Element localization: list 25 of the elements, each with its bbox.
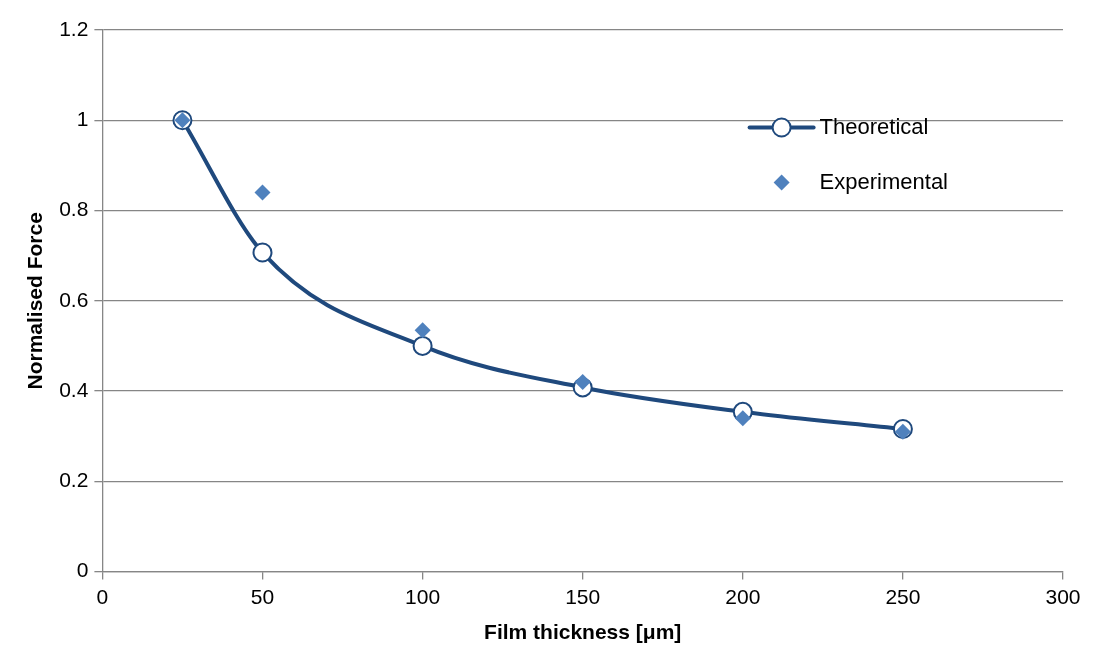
y-tick-label: 0 [76, 558, 89, 582]
x-axis-title: Film thickness [μm] [484, 620, 682, 644]
y-tick-label: 0.4 [59, 377, 89, 401]
y-tick-label: 1 [76, 107, 89, 131]
legend-label: Experimental [819, 168, 948, 194]
x-tick-label: 150 [565, 585, 601, 608]
legend-label: Theoretical [819, 113, 929, 139]
y-tick-label: 0.6 [59, 287, 89, 311]
point [254, 184, 271, 201]
point [252, 242, 273, 263]
x-tick-label: 250 [885, 585, 921, 608]
y-axis-title: Normalised Force [23, 212, 47, 390]
x-tick-label: 0 [96, 585, 109, 608]
point [574, 374, 591, 391]
y-tick-label: 1.2 [59, 16, 89, 40]
y-tick-label: 0.8 [59, 197, 89, 221]
x-tick-label: 100 [405, 585, 441, 608]
point [412, 335, 433, 356]
x-tick-label: 200 [725, 585, 761, 608]
y-tick-label: 0.2 [59, 468, 89, 492]
point [734, 410, 751, 427]
point [414, 322, 431, 339]
x-tick-label: 50 [250, 585, 275, 608]
point [894, 423, 911, 440]
x-tick-label: 300 [1045, 585, 1081, 608]
